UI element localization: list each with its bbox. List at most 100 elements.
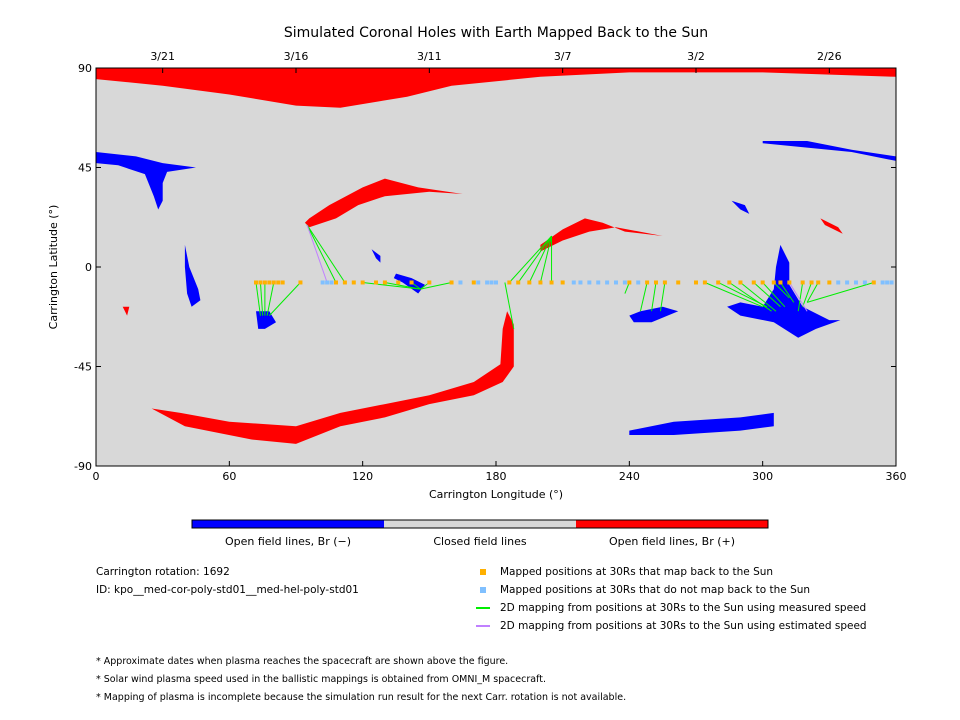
coronal-hole-negative-1 [96,152,196,210]
note-incomplete: * Mapping of plasma is incomplete becaus… [96,692,627,703]
coronal-hole-positive-0 [96,68,896,108]
colorbar [191,519,769,529]
coronal-hole-negative-10 [629,306,679,323]
mapped-point-28 [662,280,667,285]
colorbar-label-closed: Closed field lines [433,535,527,548]
mapped-point-1 [258,280,263,285]
unmapped-point-1 [325,280,330,285]
mapped-point-5 [276,280,281,285]
legend-estimated-swatch [476,625,490,627]
coronal-hole-negative-11 [727,244,841,338]
mapping-line-measured-22 [659,282,666,312]
legend-mapped-swatch [480,569,486,575]
mapped-point-23 [549,280,554,285]
mapped-point-3 [267,280,272,285]
x-tick-label-4: 240 [619,470,640,483]
mapped-point-16 [427,280,432,285]
mapped-point-32 [716,280,721,285]
unmapped-point-18 [854,280,858,285]
mapped-point-8 [334,280,338,285]
x-tick-label-0: 0 [93,470,100,483]
coronal-hole-positive-8 [540,218,663,252]
unmapped-point-21 [885,280,890,285]
unmapped-point-13 [614,280,618,285]
coronal-hole-negative-6 [371,249,381,263]
mapping-line-measured-3 [266,282,275,316]
y-tick-label-3: 45 [78,162,92,175]
mapped-point-14 [396,280,401,285]
mapped-point-7 [298,280,303,285]
colorbar-closed [384,520,576,528]
legend-unmapped-label: Mapped positions at 30Rs that do not map… [500,584,811,596]
unmapped-point-15 [636,280,641,285]
unmapped-point-6 [489,280,494,285]
y-tick-label-2: 0 [85,261,92,274]
mapping-line-measured-18 [504,282,515,330]
x-tick-label-1: 60 [222,470,236,483]
mapping-line-measured-27 [753,282,781,308]
unmapped-point-12 [605,280,610,285]
mapping-line-measured-13 [508,235,552,283]
mapped-point-2 [262,280,267,285]
mapped-point-38 [778,280,783,285]
mapped-point-10 [351,280,356,285]
coronal-hole-positive-15 [820,218,843,234]
y-tick-label-1: -45 [74,361,92,374]
axes: 0 60 120 180 240 300 360 -90 -45 0 45 90 3/21 3/16 3/1… [74,50,906,483]
mapping-line-measured-8 [362,281,421,290]
mapped-point-40 [800,280,805,285]
mapping-line-measured-30 [780,282,795,303]
coronal-hole-negative-3 [256,311,276,329]
unmapped-point-11 [596,280,601,285]
unmapped-point-14 [622,280,627,285]
unmapped-point-2 [329,280,334,285]
unmapped-point-19 [862,280,867,285]
x-tick-label-5: 300 [752,470,773,483]
carrington-rotation: Carrington rotation: 1692 [96,566,230,578]
mapped-point-39 [787,280,792,285]
coronal-hole-negative-2 [184,244,201,307]
mapped-point-6 [280,280,285,285]
coronal-hole-negative-13 [762,141,896,161]
mapped-point-9 [342,280,347,285]
mapped-point-11 [360,280,365,285]
mapped-point-42 [816,280,821,285]
mapping-line-measured-6 [306,224,346,283]
mapped-point-30 [694,280,698,285]
date-label-1: 3/16 [284,50,309,63]
mapped-point-24 [560,280,565,285]
mapped-point-0 [254,280,258,285]
legend-unmapped-swatch [480,587,486,593]
y-tick-label-0: -90 [74,460,92,473]
mapped-point-12 [374,280,378,285]
mapped-point-19 [507,280,512,285]
chart-title: Simulated Coronal Holes with Earth Mappe… [284,25,708,41]
mapping-line-measured-21 [651,282,657,312]
date-label-5: 2/26 [817,50,842,63]
colorbar-label-negative: Open field lines, Br (−) [225,535,351,548]
mapping-line-measured-16 [539,235,553,283]
note-dates: * Approximate dates when plasma reaches … [96,656,509,667]
mapped-point-26 [645,280,650,285]
y-axis-label: Carrington Latitude (°) [47,205,60,330]
coronal-hole-negative-14 [731,200,750,214]
mapping-line-measured-34 [806,281,874,303]
mapped-point-33 [727,280,732,285]
plot-background [96,68,896,466]
mapping-line-estimated-35 [788,282,808,312]
legend-measured-swatch [476,607,490,609]
unmapped-point-7 [494,280,498,285]
x-tick-label-6: 360 [886,470,907,483]
mapping-line-measured-28 [762,282,786,308]
mapping-line-measured-15 [528,235,553,283]
coronal-hole-chart: Simulated Coronal Holes with Earth Mappe… [47,25,907,548]
legend-mapped-label: Mapped positions at 30Rs that map back t… [500,566,774,578]
date-label-4: 3/2 [687,50,705,63]
mapped-point-22 [538,280,543,285]
mapped-point-43 [827,280,832,285]
coronal-hole-positive-5 [304,178,463,228]
mapped-point-20 [516,280,521,285]
unmapped-point-17 [845,280,850,285]
mapping-line-measured-4 [268,282,301,316]
unmapped-point-9 [578,280,583,285]
